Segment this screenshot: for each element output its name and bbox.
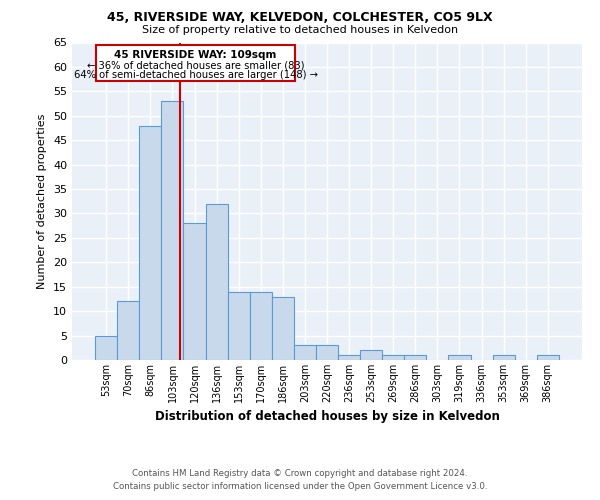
Bar (382, 355, 404, 360)
Bar (117, 302, 139, 360)
Bar (316, 346, 338, 360)
Y-axis label: Number of detached properties: Number of detached properties (37, 114, 47, 289)
Bar (294, 346, 316, 360)
Bar (448, 355, 470, 360)
Bar (404, 355, 427, 360)
Bar (227, 292, 250, 360)
Bar (206, 204, 227, 360)
X-axis label: Distribution of detached houses by size in Kelvedon: Distribution of detached houses by size … (155, 410, 499, 424)
Text: Size of property relative to detached houses in Kelvedon: Size of property relative to detached ho… (142, 25, 458, 35)
Bar (95, 336, 117, 360)
Text: Contains HM Land Registry data © Crown copyright and database right 2024.
Contai: Contains HM Land Registry data © Crown c… (113, 469, 487, 491)
Bar (537, 355, 559, 360)
Bar (493, 355, 515, 360)
FancyBboxPatch shape (96, 45, 295, 80)
Text: ← 36% of detached houses are smaller (83): ← 36% of detached houses are smaller (83… (87, 60, 304, 70)
Bar (250, 292, 272, 360)
Bar (338, 355, 360, 360)
Bar (272, 296, 294, 360)
Bar (139, 126, 161, 360)
Bar (184, 223, 206, 360)
Text: 64% of semi-detached houses are larger (148) →: 64% of semi-detached houses are larger (… (74, 70, 317, 81)
Text: 45, RIVERSIDE WAY, KELVEDON, COLCHESTER, CO5 9LX: 45, RIVERSIDE WAY, KELVEDON, COLCHESTER,… (107, 11, 493, 24)
Text: 45 RIVERSIDE WAY: 109sqm: 45 RIVERSIDE WAY: 109sqm (115, 50, 277, 60)
Bar (360, 350, 382, 360)
Bar (161, 101, 184, 360)
